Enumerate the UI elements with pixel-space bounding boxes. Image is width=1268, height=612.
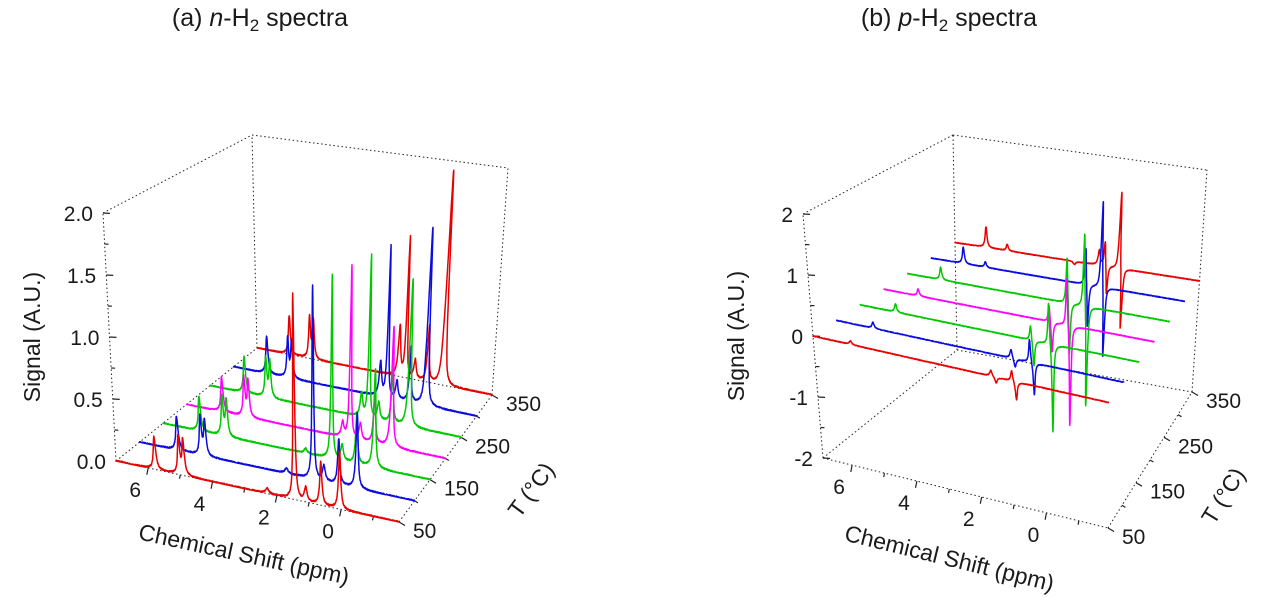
x-tick-label: 4 <box>194 493 206 516</box>
panel-b-title: (b) p-H2 spectra <box>739 4 1159 36</box>
z-tick-label: 0 <box>791 326 803 349</box>
top-left-edge <box>102 134 253 214</box>
spectrum-trace-b-T350 <box>954 191 1201 329</box>
spectrum-trace-a-T350 <box>256 169 493 396</box>
spectrum-trace-b-T300 <box>930 200 1186 358</box>
x-tick-label: 0 <box>322 521 334 544</box>
panel-a-title-mid: -H <box>223 4 250 32</box>
z-tick-label: 2 <box>781 204 793 227</box>
panel-b-title-prefix: (b) <box>860 4 899 32</box>
x-axis-title: Chemical Shift (ppm) <box>136 519 351 590</box>
panel-a-title-italic: n <box>209 4 224 32</box>
spectrum-trace-a-T300 <box>232 226 478 417</box>
floor-left-edge <box>822 349 958 459</box>
spectrum-trace-a-T50 <box>115 292 400 523</box>
z-tick-label: 1.0 <box>70 327 99 350</box>
x-tick <box>1044 512 1048 520</box>
x-tick <box>274 495 278 503</box>
z-axis-title: Signal (A.U.) <box>723 271 749 401</box>
z-tick-label: 1.5 <box>67 265 96 288</box>
back-right-vertical-edge <box>491 167 509 396</box>
t-minor-tick <box>1177 414 1182 418</box>
z-tick-label: 0.5 <box>74 389 103 412</box>
t-tick-label: 350 <box>1206 390 1241 413</box>
panel-b-title-italic: p <box>898 4 913 32</box>
t-tick-label: 150 <box>1150 481 1185 504</box>
spectrum-trace-b-T150 <box>859 302 1140 433</box>
x-minor-tick <box>307 502 310 507</box>
t-tick <box>491 394 499 400</box>
spectrum-trace-b-T250 <box>906 233 1170 407</box>
t-minor-tick <box>445 457 450 462</box>
t-minor-tick <box>1149 459 1154 463</box>
x-axis-title: Chemical Shift (ppm) <box>842 520 1057 596</box>
x-tick <box>210 481 214 489</box>
t-tick <box>429 479 437 484</box>
z-tick-label: -2 <box>794 448 813 471</box>
panel-a-title: (a) n-H2 spectra <box>50 4 470 36</box>
t-minor-tick <box>414 500 419 504</box>
x-tick <box>914 480 918 489</box>
spectrum-trace-b-T50 <box>812 335 1110 404</box>
z-tick-label: 2.0 <box>64 203 93 226</box>
x-tick-label: 0 <box>1028 524 1040 547</box>
x-tick-label: 4 <box>898 492 910 515</box>
spectrum-trace-a-T150 <box>162 273 431 481</box>
t-axis-title: T (°C) <box>1196 463 1250 529</box>
t-tick-label: 250 <box>1178 435 1213 458</box>
t-minor-tick <box>1121 504 1126 508</box>
panel-a-title-sub: 2 <box>249 16 260 35</box>
t-tick-label: 250 <box>475 435 510 458</box>
t-tick-label: 150 <box>444 478 479 501</box>
x-minor-tick <box>947 488 950 494</box>
x-tick <box>850 465 853 473</box>
x-minor-tick <box>1012 504 1015 510</box>
t-tick-label: 50 <box>1122 526 1145 549</box>
x-tick-label: 2 <box>258 507 270 530</box>
t-tick <box>1163 436 1171 442</box>
x-tick-label: 6 <box>129 479 141 502</box>
x-minor-tick <box>1077 520 1080 525</box>
x-tick <box>979 496 983 504</box>
t-tick <box>460 436 468 442</box>
t-minor-tick <box>476 415 481 419</box>
spectrum-trace-a-T200 <box>185 263 447 460</box>
panel-b-title-rest: spectra <box>948 4 1038 32</box>
z-tick-label: 0.0 <box>77 451 106 474</box>
panel-b-title-mid: -H <box>912 4 939 32</box>
spectrum-trace-b-T200 <box>883 278 1155 427</box>
t-axis-title: T (°C) <box>502 457 559 522</box>
z-tick-label: 1 <box>786 265 798 288</box>
t-tick-label: 350 <box>506 393 541 416</box>
spectrum-trace-a-T250 <box>209 253 462 439</box>
x-tick-label: 2 <box>963 508 975 531</box>
z-axis-title: Signal (A.U.) <box>19 272 45 402</box>
t-tick <box>398 521 406 527</box>
back-left-vertical-edge <box>251 134 258 349</box>
t-tick-label: 50 <box>413 520 436 543</box>
x-tick <box>339 509 342 517</box>
panel-a-title-prefix: (a) <box>171 4 210 32</box>
t-tick <box>1191 391 1199 397</box>
x-tick <box>146 467 149 475</box>
spectrum-trace-b-T100 <box>835 319 1125 396</box>
panel-b-title-sub: 2 <box>938 16 949 35</box>
x-minor-tick <box>178 474 181 479</box>
top-left-edge <box>802 134 954 215</box>
t-tick <box>1135 482 1143 487</box>
t-tick <box>1107 527 1115 533</box>
x-minor-tick <box>883 472 886 478</box>
z-tick-label: -1 <box>789 387 808 410</box>
top-back-edge <box>952 134 1208 171</box>
top-back-edge <box>251 134 509 169</box>
panel-a-title-rest: spectra <box>259 4 349 32</box>
spectrum-trace-a-T100 <box>138 284 416 502</box>
x-tick-label: 6 <box>833 476 845 499</box>
